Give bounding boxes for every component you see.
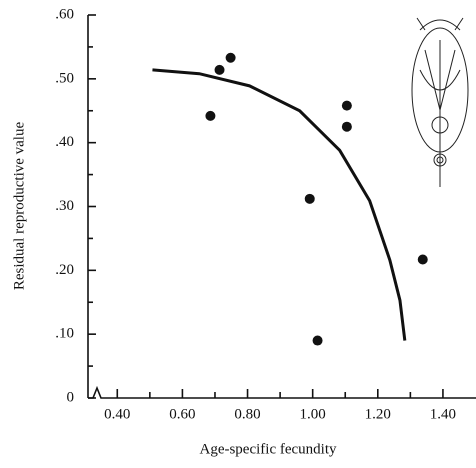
x-axis	[88, 385, 476, 399]
x-tick-label: 1.40	[430, 406, 456, 422]
data-point	[341, 121, 352, 132]
fitted-curve	[152, 68, 407, 341]
x-tick-label: 0.40	[104, 406, 130, 422]
data-point	[205, 110, 216, 121]
y-tick-label: .30	[55, 198, 74, 214]
x-axis-label: Age-specific fecundity	[199, 441, 337, 457]
data-point	[304, 193, 315, 204]
y-tick-label: .60	[55, 6, 74, 22]
x-tick-label: 0.80	[234, 406, 260, 422]
x-tick-label: 1.20	[365, 406, 391, 422]
data-point	[417, 254, 428, 265]
y-tick-label: 0	[67, 389, 75, 405]
rotifer-illustration	[411, 17, 469, 187]
x-tick-label: 1.00	[300, 406, 326, 422]
data-point	[341, 100, 352, 111]
x-tick-label: 0.60	[169, 406, 195, 422]
y-tick-label: .20	[55, 262, 74, 278]
y-tick-label: .40	[55, 134, 74, 150]
data-point	[214, 64, 225, 75]
y-axis-label: Residual reproductive value	[11, 122, 27, 291]
y-tick-label: .50	[55, 70, 74, 86]
y-tick-label: .10	[55, 326, 74, 342]
data-point	[312, 335, 323, 346]
data-point	[225, 52, 236, 63]
